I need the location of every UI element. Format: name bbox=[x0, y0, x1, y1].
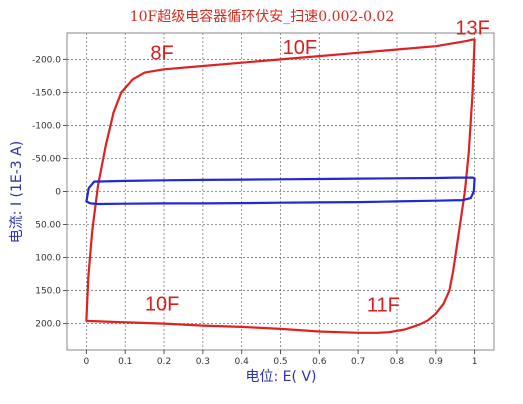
annotation-label: 13F bbox=[455, 17, 489, 39]
x-tick-label: 0.8 bbox=[390, 357, 405, 367]
y-axis-label: 电流: I (1E-3 A) bbox=[9, 141, 25, 243]
y-tick-label: -100.0 bbox=[32, 121, 61, 131]
series-line-1 bbox=[85, 38, 476, 334]
x-tick-label: 0.3 bbox=[196, 357, 210, 367]
x-tick-label: 0.7 bbox=[351, 357, 365, 367]
y-axis-ticks: -200.0 -150.0 -100.0 -50.00 0 50.00 100.0 150.0… bbox=[32, 55, 67, 330]
annotations: 13F 8F 10F 10F 11F bbox=[145, 17, 490, 316]
y-tick-label: -200.0 bbox=[32, 55, 61, 65]
x-tick-label: 0.9 bbox=[429, 357, 444, 367]
x-tick-label: 0.5 bbox=[273, 357, 287, 367]
x-tick-label: 0 bbox=[84, 357, 90, 367]
series-line-2 bbox=[85, 176, 476, 206]
x-axis-ticks: 0 0.1 0.2 0.3 0.4 0.5 0.6 0.7 0.8 0.9 1 bbox=[84, 350, 478, 367]
annotation-label: 11F bbox=[367, 295, 400, 317]
series-group bbox=[85, 38, 476, 334]
y-tick-label: 150.0 bbox=[35, 287, 61, 297]
x-tick-label: 1 bbox=[472, 357, 478, 367]
x-axis-label: 电位: E( V) bbox=[246, 369, 317, 385]
y-tick-label: -50.00 bbox=[32, 154, 61, 164]
annotation-label: 10F bbox=[145, 293, 179, 315]
chart-title: 10F超级电容器循环伏安_扫速0.002-0.02 bbox=[130, 8, 395, 25]
x-tick-label: 0.4 bbox=[235, 357, 250, 367]
y-tick-label: -150.0 bbox=[32, 88, 61, 98]
y-tick-label: 100.0 bbox=[35, 254, 61, 264]
grid bbox=[67, 33, 494, 350]
x-tick-label: 0.1 bbox=[118, 357, 132, 367]
x-tick-label: 0.2 bbox=[157, 357, 171, 367]
y-tick-label: 200.0 bbox=[35, 320, 61, 330]
y-tick-label: 0 bbox=[55, 188, 61, 198]
y-tick-label: 50.00 bbox=[35, 221, 61, 231]
x-tick-label: 0.6 bbox=[312, 357, 327, 367]
annotation-label: 8F bbox=[150, 42, 173, 64]
annotation-label: 10F bbox=[283, 37, 317, 59]
